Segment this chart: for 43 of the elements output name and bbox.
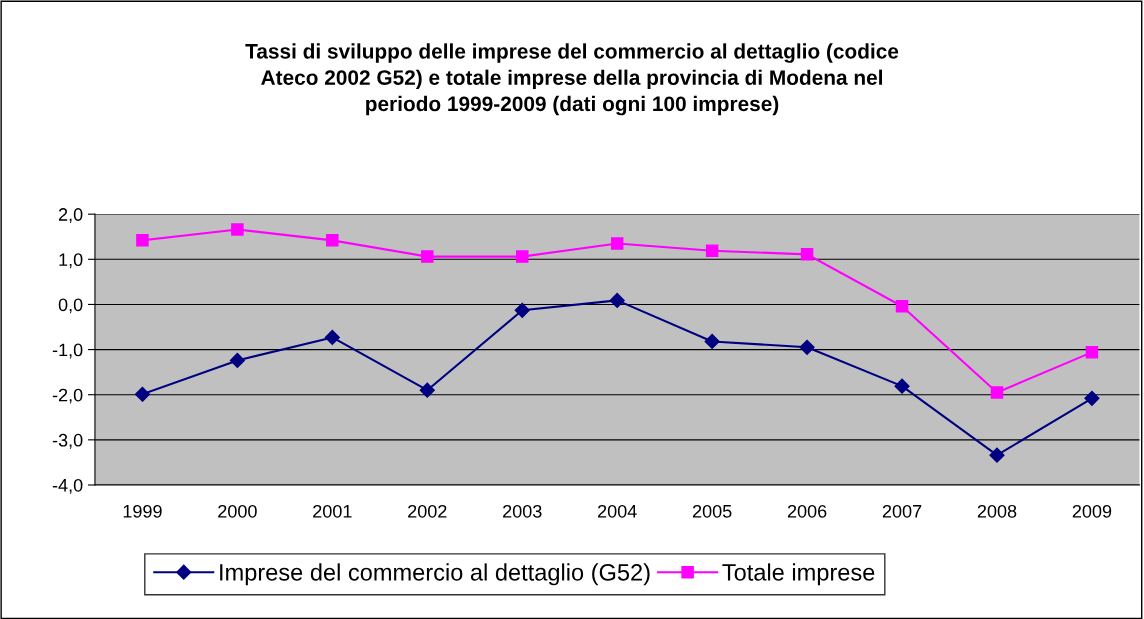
point [895,299,909,313]
legend-label: Totale imprese [722,563,875,586]
point [231,223,244,236]
point [421,250,434,263]
point [800,248,814,261]
point [324,329,340,345]
legend-label: Imprese del commercio al dettaglio (G52) [220,563,650,586]
point [609,292,625,308]
point [134,386,150,402]
point [229,352,245,368]
x-tick-label: 2007 [882,504,922,518]
y-tick-label: -3,0 [52,433,83,449]
x-tick-label: 2005 [692,504,732,518]
x-tick-label: 2009 [1072,504,1112,518]
point [1085,346,1099,359]
point [326,234,339,247]
x-tick-label: 1999 [123,504,162,518]
point [136,234,149,247]
point [610,237,624,250]
y-tick-label: -1,0 [52,343,83,359]
y-tick-label: -4,0 [52,478,83,494]
x-tick-label: 2002 [408,504,447,518]
y-tick-label: 2,0 [58,208,83,224]
point [419,382,435,398]
point [515,250,529,263]
x-tick-label: 2006 [787,504,827,518]
y-tick-label: -2,0 [52,388,83,404]
y-tick-label: 0,0 [58,298,83,314]
point [894,378,910,394]
x-tick-label: 2001 [313,504,352,518]
x-tick-label: 2000 [218,504,257,518]
point [799,339,815,355]
y-tick-label: 1,0 [59,253,83,269]
x-tick-label: 2008 [977,504,1017,518]
x-tick-label: 2003 [503,504,542,518]
point [990,386,1004,399]
point [705,244,719,257]
point [1084,390,1100,406]
point [989,447,1005,463]
point [514,302,530,318]
chart-title: Tassi di sviluppo delle imprese del commercio al dettaglio (codice Ateco 2002 G52) e totale imprese della provincia di Modena nel periodo 1999-2009 (dati ogni 100 imprese) [245,43,899,116]
point [704,333,720,350]
x-tick-label: 2004 [598,504,637,518]
